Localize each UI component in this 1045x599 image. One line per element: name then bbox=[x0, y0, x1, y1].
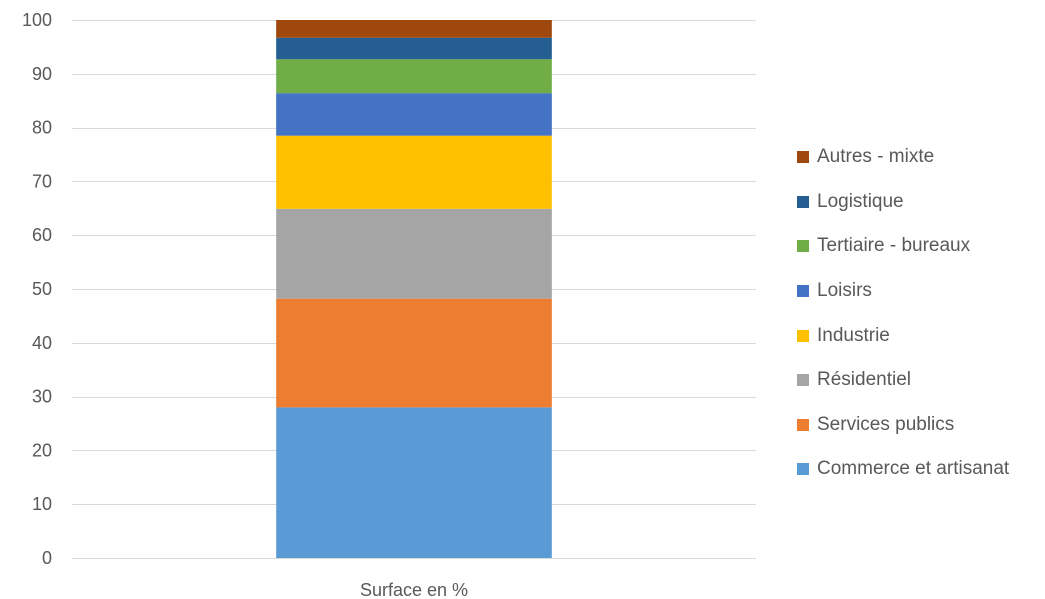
y-tick-label: 70 bbox=[32, 171, 52, 191]
bar-segment-services-publics bbox=[276, 298, 552, 408]
y-tick-label: 30 bbox=[32, 387, 52, 407]
legend-swatch bbox=[797, 195, 809, 208]
legend-swatch bbox=[797, 418, 809, 431]
legend-swatch bbox=[797, 285, 809, 298]
legend-item: Résidentiel bbox=[797, 358, 1042, 403]
x-axis-category-labels: Surface en % bbox=[360, 580, 468, 599]
y-tick-label: 20 bbox=[32, 440, 52, 460]
bar-segment-r-sidentiel bbox=[276, 208, 552, 299]
y-tick-label: 0 bbox=[42, 548, 52, 568]
bar-segment-commerce-et-artisanat bbox=[276, 407, 552, 558]
bar-segment-autres-mixte bbox=[276, 20, 552, 38]
legend-label: Logistique bbox=[817, 190, 904, 212]
legend-swatch bbox=[797, 151, 809, 164]
bar-segment-logistique bbox=[276, 37, 552, 60]
legend-label: Résidentiel bbox=[817, 369, 911, 391]
legend-label: Commerce et artisanat bbox=[817, 458, 1010, 480]
legend-item: Logistique bbox=[797, 180, 1042, 225]
legend-swatch bbox=[797, 374, 809, 387]
y-tick-label: 80 bbox=[32, 118, 52, 138]
bar-segment-loisirs bbox=[276, 93, 552, 136]
x-category-label: Surface en % bbox=[360, 580, 468, 599]
legend-item: Industrie bbox=[797, 313, 1042, 358]
legend-swatch bbox=[797, 463, 809, 476]
y-tick-label: 90 bbox=[32, 64, 52, 84]
legend-label: Loisirs bbox=[817, 280, 872, 302]
y-axis-tick-labels: 0 10 20 30 40 50 60 70 80 90 100 bbox=[22, 10, 52, 568]
legend-item: Tertiaire - bureaux bbox=[797, 224, 1042, 269]
legend-swatch bbox=[797, 240, 809, 253]
y-tick-label: 60 bbox=[32, 225, 52, 245]
legend-label: Services publics bbox=[817, 413, 955, 435]
y-tick-label: 50 bbox=[32, 279, 52, 299]
y-tick-label: 100 bbox=[22, 10, 52, 30]
legend-swatch bbox=[797, 329, 809, 342]
legend-label: Tertiaire - bureaux bbox=[817, 235, 971, 257]
legend-label: Industrie bbox=[817, 324, 890, 346]
legend-item: Loisirs bbox=[797, 269, 1042, 314]
legend-label: Autres - mixte bbox=[817, 146, 935, 168]
y-tick-label: 40 bbox=[32, 333, 52, 353]
legend-item: Services publics bbox=[797, 403, 1042, 448]
legend-item: Autres - mixte bbox=[797, 135, 1042, 180]
bar-segment-tertiaire-bureaux bbox=[276, 59, 552, 94]
legend-item: Commerce et artisanat bbox=[797, 447, 1042, 492]
bar-segment-industrie bbox=[276, 135, 552, 209]
bar-segments bbox=[276, 20, 552, 558]
chart-legend: Autres - mixte Logistique Tertiaire - bure… bbox=[797, 135, 1042, 492]
y-tick-label: 10 bbox=[32, 494, 52, 514]
